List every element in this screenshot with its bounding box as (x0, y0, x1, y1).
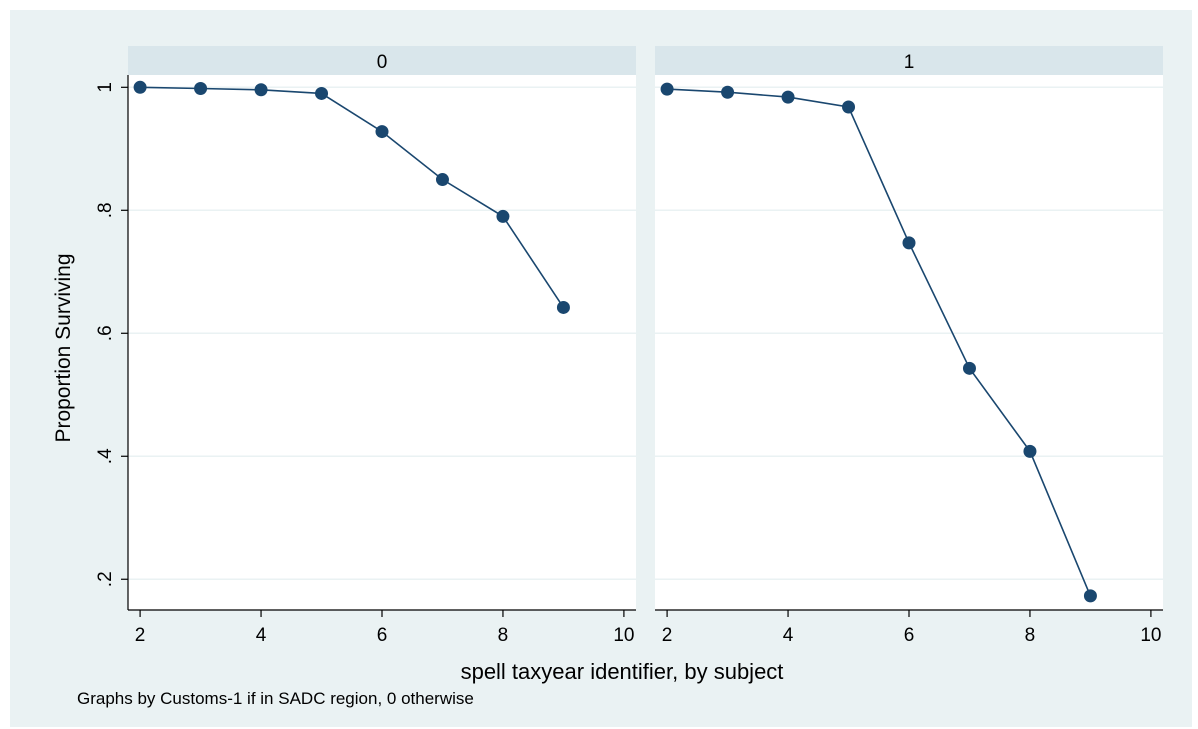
panel-1-strip (655, 46, 1163, 75)
y-tick-label: 1 (95, 82, 116, 93)
panel-1-strip-label: 1 (904, 52, 915, 73)
data-point (842, 100, 856, 114)
x-axis-title: spell taxyear identifier, by subject (461, 659, 784, 684)
data-point (660, 82, 674, 96)
y-tick-label: .2 (95, 571, 116, 587)
panel-0-strip (128, 46, 636, 75)
y-tick-label: .6 (95, 325, 116, 341)
data-point (254, 83, 268, 97)
data-point (781, 90, 795, 104)
panel-1-gridlines (655, 86, 1163, 581)
x-tick-label: 8 (498, 625, 509, 646)
x-tick-label: 8 (1025, 625, 1036, 646)
series-line (140, 86, 565, 308)
data-point (962, 361, 976, 375)
data-point (496, 209, 510, 223)
panel-0-series (133, 80, 570, 314)
data-point (375, 125, 389, 139)
data-point (556, 300, 570, 314)
panel-0-plot-area (128, 75, 636, 610)
x-tick-label: 4 (783, 625, 794, 646)
y-axis-title: Proportion Surviving (52, 253, 75, 442)
data-point (315, 86, 329, 100)
x-tick-label: 10 (613, 625, 634, 646)
panel-0-axes: .2 .4 .6 .8 1 2 4 6 8 10 (95, 75, 636, 646)
x-tick-label: 10 (1140, 625, 1161, 646)
panel-1: 1 2 4 6 8 10 (655, 46, 1163, 646)
panel-0-gridlines (128, 86, 636, 581)
series-line (667, 88, 1092, 597)
x-tick-label: 2 (135, 625, 146, 646)
panel-1-axes: 2 4 6 8 10 (655, 609, 1163, 646)
y-tick-label: .4 (95, 448, 116, 464)
panel-0: 0 .2 .4 .6 .8 1 2 4 6 8 10 (95, 46, 636, 646)
y-tick-label: .8 (95, 202, 116, 218)
panel-1-plot-area (655, 75, 1163, 610)
panel-1-series (660, 82, 1097, 603)
panel-0-strip-label: 0 (377, 52, 388, 73)
data-point (902, 236, 916, 250)
data-point (133, 80, 147, 94)
x-tick-label: 6 (904, 625, 915, 646)
x-tick-label: 4 (256, 625, 267, 646)
data-point (194, 82, 208, 96)
data-point (435, 173, 449, 187)
graphs-by-note: Graphs by Customs-1 if in SADC region, 0… (77, 689, 474, 708)
data-point (1083, 589, 1097, 603)
data-point (721, 85, 735, 99)
x-tick-label: 2 (662, 625, 673, 646)
data-point (1023, 444, 1037, 458)
x-tick-label: 6 (377, 625, 388, 646)
